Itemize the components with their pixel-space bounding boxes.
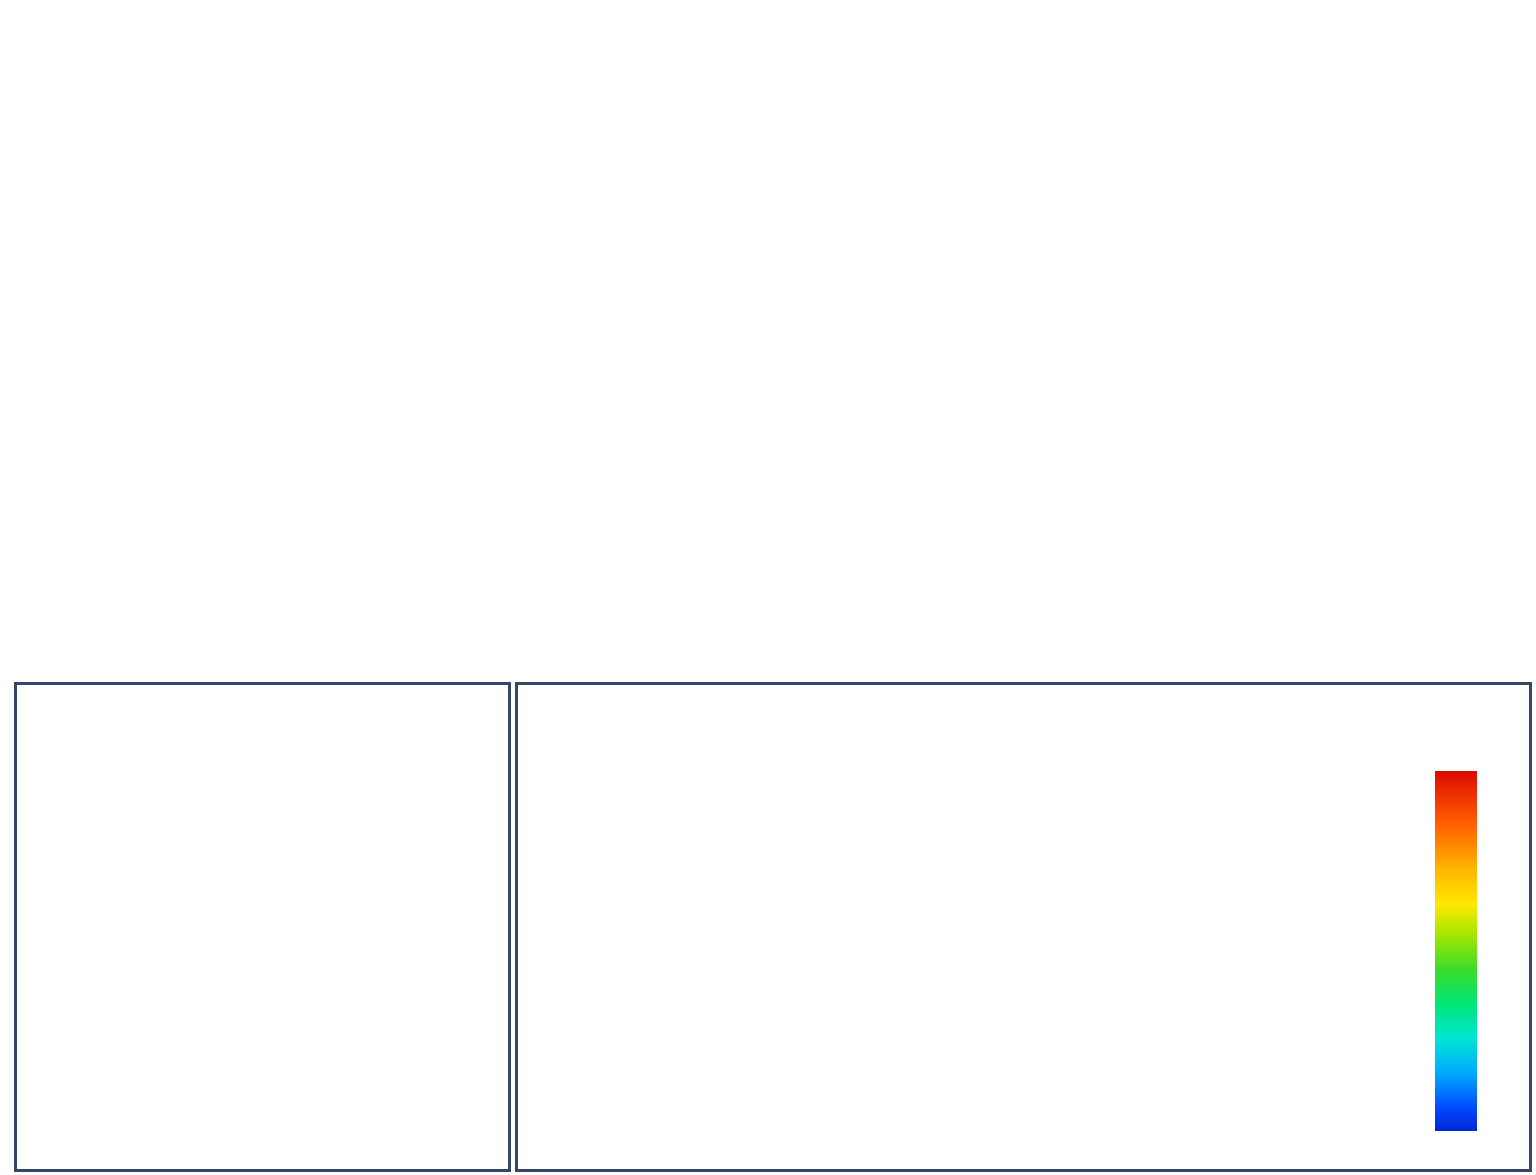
panel-j-sims-maps [515, 682, 1532, 1172]
sims-map-cho2-6m [1215, 733, 1427, 929]
sims-map-canvas [1215, 966, 1427, 1162]
sims-map-f-6m [768, 733, 980, 929]
panel-h-profile-cho2 [1132, 342, 1432, 492]
scatter-chart-pf6 [764, 342, 1064, 492]
scatter-chart-f [392, 342, 692, 492]
sims-map-pf6-6m [993, 733, 1205, 929]
scatter-chart-cho2 [1132, 342, 1432, 492]
panel-d-xps-c1s [1132, 2, 1432, 152]
xps-chart-f1s [392, 2, 692, 152]
xps-chart-c1s [1132, 2, 1432, 152]
panel-g-profile-pf6 [764, 342, 1064, 492]
intensity-colorbar [1435, 771, 1477, 1131]
sims-map-f-1m [768, 966, 980, 1162]
scatter-chart-na [6, 342, 306, 492]
sims-map-canvas [993, 966, 1205, 1162]
sims-map-canvas [768, 733, 980, 929]
sims-map-na-1m [540, 966, 752, 1162]
panel-i-3d-renders [14, 682, 511, 1172]
sims-map-canvas [768, 966, 980, 1162]
sims-map-canvas [1215, 733, 1427, 929]
sims-map-cho2-1m [1215, 966, 1427, 1162]
sims-map-pf6-1m [993, 966, 1205, 1162]
xps-chart-na1s [6, 2, 306, 152]
sims-map-canvas [540, 966, 752, 1162]
sims-map-canvas [993, 733, 1205, 929]
sims-map-na-6m [540, 733, 752, 929]
sims-map-canvas [540, 733, 752, 929]
ion-cube-renders [17, 685, 508, 1169]
panel-e-profile-na [6, 342, 306, 492]
panel-c-xps-p2p [764, 2, 1064, 152]
panel-b-xps-f1s [392, 2, 692, 152]
panel-a-xps-na1s [6, 2, 306, 152]
xps-chart-p2p [764, 2, 1064, 152]
panel-f-profile-f [392, 342, 692, 492]
